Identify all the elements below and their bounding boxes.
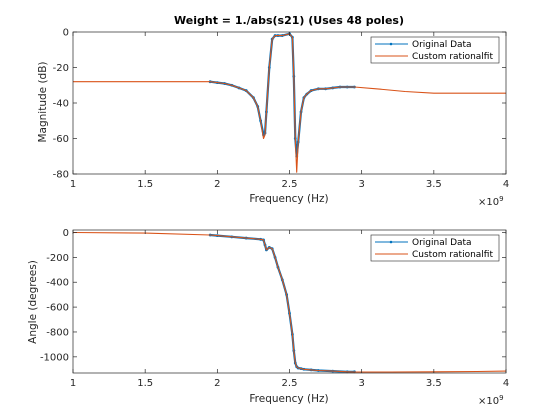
legend-box	[370, 234, 500, 262]
legend-box	[370, 36, 500, 64]
x-axis-label: Frequency (Hz)	[249, 193, 328, 205]
legend-marker-original	[389, 240, 393, 244]
y-tick-label: 0	[63, 228, 69, 239]
y-axis-label: Angle (degrees)	[27, 260, 39, 344]
y-tick-label: -1000	[40, 352, 69, 363]
magnitude-plot: Weight = 1./abs(s21) (Uses 48 poles) Mag…	[37, 14, 509, 208]
legend-label-original: Original Data	[412, 40, 472, 50]
x-tick-label: 3	[358, 378, 364, 389]
legend: Original Data Custom rationalfit	[370, 234, 500, 262]
legend-marker-original	[389, 42, 393, 46]
y-tick-label: -20	[53, 63, 69, 74]
x-tick-label: 4	[503, 378, 509, 389]
x-tick-label: 2.5	[282, 378, 298, 389]
legend-label-fit: Custom rationalfit	[412, 250, 493, 260]
x-axis-label: Frequency (Hz)	[249, 393, 328, 405]
angle-plot: Angle (degrees) Frequency (Hz) ×109 1 1.5…	[27, 228, 509, 407]
x-exponent: ×109	[478, 195, 504, 208]
series-line-custom-rationalfit	[72, 231, 507, 373]
x-tick-label: 2	[214, 179, 220, 190]
x-tick-label: 4	[503, 179, 509, 190]
y-axis-label: Magnitude (dB)	[37, 61, 49, 142]
x-tick-label: 1	[70, 378, 76, 389]
series-line-custom-rationalfit	[73, 33, 506, 173]
y-tick-label: -400	[46, 278, 69, 289]
x-exponent: ×109	[478, 394, 504, 407]
y-tick-label: -600	[46, 303, 69, 314]
y-tick-label: 0	[63, 28, 69, 39]
y-tick-label: -800	[46, 327, 69, 338]
x-tick-label: 3.5	[426, 378, 442, 389]
y-tick-label: -60	[53, 134, 69, 145]
legend: Original Data Custom rationalfit	[370, 36, 500, 64]
x-tick-label: 3	[358, 179, 364, 190]
x-tick-label: 1	[70, 179, 76, 190]
y-tick-label: -200	[46, 253, 69, 264]
legend-label-fit: Custom rationalfit	[412, 52, 493, 62]
chart-title: Weight = 1./abs(s21) (Uses 48 poles)	[174, 14, 404, 27]
y-tick-label: -40	[53, 99, 69, 110]
legend-label-original: Original Data	[412, 238, 472, 248]
x-tick-label: 1.5	[137, 378, 153, 389]
x-tick-label: 1.5	[137, 179, 153, 190]
x-tick-label: 2.5	[282, 179, 298, 190]
x-tick-label: 2	[214, 378, 220, 389]
y-tick-label: -80	[53, 170, 69, 181]
x-tick-label: 3.5	[426, 179, 442, 190]
